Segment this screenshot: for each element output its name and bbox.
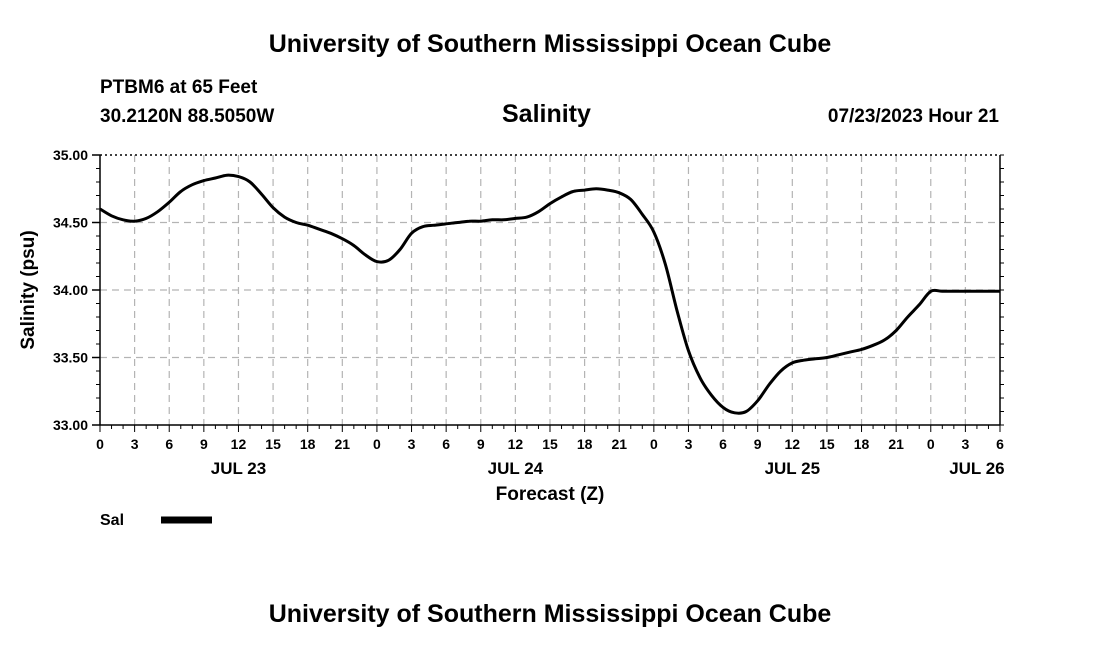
date-label: JUL 24 (488, 459, 544, 478)
main-title: University of Southern Mississippi Ocean… (268, 30, 832, 58)
y-tick-label: 33.00 (53, 417, 88, 433)
x-tick-label: 6 (719, 436, 727, 452)
x-tick-label: 21 (888, 436, 904, 452)
y-tick-label: 33.50 (53, 350, 88, 366)
x-tick-label: 12 (231, 436, 247, 452)
station-label: PTBM6 at 65 Feet (100, 77, 258, 98)
x-tick-label: 0 (927, 436, 935, 452)
y-tick-label: 34.50 (53, 215, 88, 231)
date-label: JUL 25 (765, 459, 820, 478)
x-tick-label: 3 (685, 436, 693, 452)
x-tick-label: 9 (200, 436, 208, 452)
x-tick-label: 9 (754, 436, 762, 452)
x-tick-label: 3 (961, 436, 969, 452)
x-tick-label: 15 (819, 436, 835, 452)
x-tick-label: 3 (131, 436, 139, 452)
date-label: JUL 26 (949, 459, 1004, 478)
x-tick-label: 15 (265, 436, 281, 452)
x-tick-label: 18 (300, 436, 316, 452)
x-tick-label: 9 (477, 436, 485, 452)
x-tick-label: 15 (542, 436, 558, 452)
x-tick-label: 21 (611, 436, 627, 452)
plot-title: Salinity (502, 100, 591, 128)
x-tick-label: 0 (373, 436, 381, 452)
date-label: JUL 23 (211, 459, 266, 478)
x-tick-label: 18 (854, 436, 870, 452)
station-coordinates: 30.2120N 88.5050W (100, 106, 275, 127)
x-tick-label: 6 (996, 436, 1004, 452)
x-tick-label: 0 (96, 436, 104, 452)
x-tick-label: 12 (785, 436, 801, 452)
x-axis-label: Forecast (Z) (496, 484, 605, 505)
x-tick-label: 21 (335, 436, 351, 452)
x-tick-label: 3 (408, 436, 416, 452)
legend-label: Sal (100, 512, 124, 529)
y-axis-label: Salinity (psu) (18, 230, 39, 349)
x-tick-label: 12 (508, 436, 524, 452)
x-tick-label: 0 (650, 436, 658, 452)
footer-title: University of Southern Mississippi Ocean… (268, 600, 832, 628)
x-tick-label: 18 (577, 436, 593, 452)
x-tick-label: 6 (165, 436, 173, 452)
y-tick-label: 34.00 (53, 282, 88, 298)
salinity-chart: 0 3 6 9 12 15 18 21 0 3 6 9 12 15 18 21 0 3 6 9 12 15 18 21 0 3 6 J… (18, 147, 1005, 529)
series-line-sal (99, 173, 1000, 415)
timestamp: 07/23/2023 Hour 21 (827, 106, 999, 127)
x-tick-label: 6 (442, 436, 450, 452)
y-tick-label: 35.00 (53, 147, 88, 163)
